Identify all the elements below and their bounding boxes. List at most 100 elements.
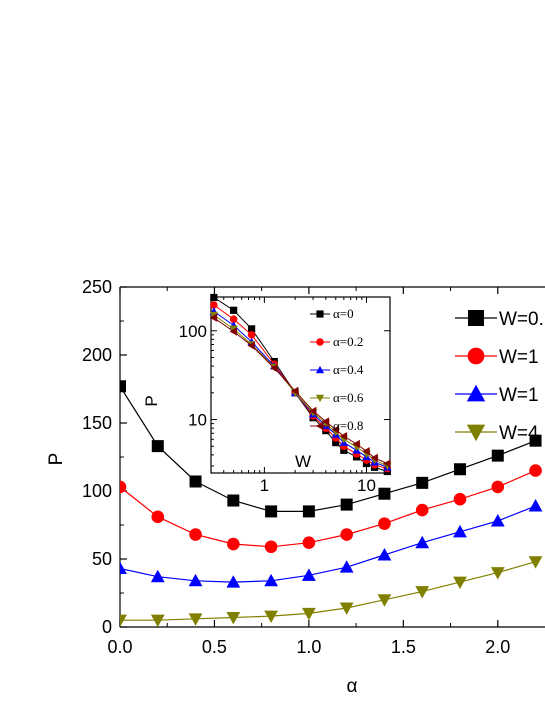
inset-x-axis-title: W	[295, 452, 311, 471]
data-point	[189, 475, 202, 488]
data-point	[151, 440, 164, 453]
data-point	[377, 548, 392, 561]
inset-legend-marker	[315, 394, 325, 403]
data-point	[528, 499, 543, 512]
y-tick-label: 250	[82, 277, 112, 297]
series-line	[120, 561, 536, 621]
data-point	[339, 602, 354, 615]
inset-data-point	[331, 425, 340, 434]
data-point	[264, 540, 278, 554]
inset-plot-area	[209, 293, 392, 476]
data-point	[453, 576, 467, 590]
data-point	[340, 498, 353, 511]
data-point	[453, 524, 467, 538]
data-point	[378, 517, 391, 530]
data-point	[151, 510, 165, 524]
data-point	[188, 573, 203, 587]
data-point	[150, 614, 165, 627]
data-point	[120, 561, 127, 575]
inset-data-point	[332, 438, 340, 447]
inset-y-axis-title: P	[142, 395, 161, 406]
inset-legend-label: α=0.2	[333, 334, 363, 349]
inset-data-point	[352, 439, 360, 449]
x-tick-label: 0.0	[107, 637, 132, 657]
data-point	[528, 556, 543, 569]
inset-x-tick-label: 10	[357, 476, 376, 495]
inset-legend-marker	[316, 310, 324, 318]
series-line	[120, 470, 536, 548]
main-axes: 0.0 0.5 1.0 1.5 2.0 0 50 100 150 200 250	[82, 277, 545, 657]
data-point	[340, 528, 353, 541]
inset-data-point	[321, 417, 330, 426]
legend-marker	[467, 347, 485, 365]
inset-legend-label: α=0.4	[333, 362, 364, 377]
data-point	[415, 503, 429, 517]
inset-y-tick-label: 100	[179, 322, 207, 341]
data-point	[226, 611, 241, 625]
y-tick-label: 0	[102, 617, 112, 637]
legend-label: W=4	[499, 423, 539, 444]
inset-legend-label: α=0.6	[333, 390, 364, 405]
series-line	[120, 505, 536, 583]
inset-data-point	[209, 313, 218, 322]
data-point	[454, 463, 466, 476]
inset-data-point	[290, 386, 299, 396]
inset-data-point	[248, 325, 256, 333]
data-point	[120, 480, 127, 494]
data-point	[264, 573, 279, 587]
inset-data-point	[340, 446, 348, 454]
data-point	[302, 536, 316, 549]
inset-data-point	[383, 459, 391, 468]
data-point	[120, 614, 127, 627]
main-plot-area	[120, 380, 543, 627]
data-point	[416, 476, 429, 489]
x-axis-title: α	[347, 676, 358, 697]
data-point	[377, 594, 392, 607]
inset-data-point	[247, 341, 255, 350]
inset-legend-marker	[315, 421, 324, 431]
data-point	[301, 568, 316, 581]
x-tick-label: 1.0	[296, 637, 321, 657]
data-point	[227, 494, 240, 507]
y-tick-label: 150	[82, 413, 112, 433]
data-point	[339, 560, 354, 573]
data-point	[150, 569, 165, 583]
inset-data-point	[308, 406, 317, 416]
data-point	[189, 528, 202, 541]
data-point	[188, 613, 203, 626]
data-point	[490, 567, 505, 580]
inset-data-point	[229, 315, 238, 323]
inset-x-tick-label: 1	[260, 476, 269, 495]
data-point	[491, 480, 505, 494]
data-point	[378, 487, 391, 500]
inset-legend-label: α=0.8	[333, 418, 363, 433]
data-point	[264, 610, 279, 624]
inset-chart: 1 10 10 100 α=0 α=0.2 α=0.4 α=0.6 α=0.8 W P	[142, 293, 392, 495]
data-point	[227, 537, 240, 551]
inset-legend-marker	[316, 338, 324, 346]
inset-data-point	[210, 293, 218, 302]
inset-legend-label: α=0	[333, 306, 354, 321]
legend-marker	[466, 384, 486, 402]
legend-label: W=0.	[499, 309, 544, 330]
legend-label: W=1	[499, 385, 539, 406]
y-tick-label: 50	[92, 549, 112, 569]
data-point	[226, 575, 241, 588]
inset-legend: α=0 α=0.2 α=0.4 α=0.6 α=0.8	[310, 306, 364, 433]
data-point	[415, 535, 430, 549]
inset-data-point	[229, 327, 237, 336]
x-tick-label: 1.5	[391, 637, 416, 657]
inset-frame	[210, 296, 391, 474]
y-axis-title: P	[46, 453, 67, 466]
data-point	[491, 449, 504, 462]
inset-data-point	[210, 301, 218, 309]
x-tick-label: 2.0	[485, 637, 510, 657]
data-point	[120, 380, 126, 393]
y-tick-label: 100	[82, 481, 112, 501]
inset-data-point	[230, 306, 238, 314]
y-tick-label: 200	[82, 345, 112, 365]
data-point	[529, 464, 542, 477]
series-line	[120, 385, 536, 512]
data-point	[453, 492, 467, 506]
